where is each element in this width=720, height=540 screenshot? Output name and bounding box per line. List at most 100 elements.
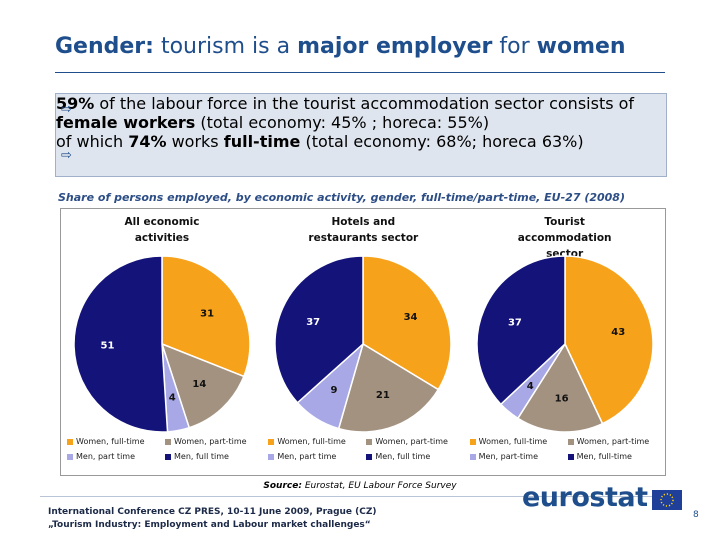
text-run: full-time bbox=[223, 132, 301, 151]
text-run: of which bbox=[56, 132, 129, 151]
text-run: female workers bbox=[56, 113, 196, 132]
text-run: for bbox=[492, 34, 537, 59]
legend-label: Men, full time bbox=[375, 452, 431, 461]
pie-chart: 43 16 4 37 bbox=[475, 255, 654, 433]
legend-entry: Men, part time bbox=[67, 452, 165, 461]
source-label: Source: bbox=[263, 481, 302, 491]
bullet-arrow: ⇨ bbox=[61, 148, 72, 163]
legend-label: Women, full-time bbox=[76, 437, 145, 446]
legend: Women, full-time Women, part-time Men, par… bbox=[268, 437, 464, 461]
text-run: women bbox=[536, 34, 626, 59]
chart-title: Hotels and restaurants sector bbox=[308, 216, 419, 244]
data-label: 14 bbox=[192, 379, 206, 390]
footer-rule bbox=[40, 496, 680, 497]
pie-chart: 31 14 4 51 bbox=[73, 255, 251, 433]
page-number: 8 bbox=[693, 510, 699, 520]
legend-label: Women, full-time bbox=[478, 437, 548, 446]
legend-swatch bbox=[165, 438, 171, 445]
legend-swatch bbox=[67, 453, 73, 460]
legend-swatch bbox=[165, 453, 171, 460]
title-rule bbox=[55, 72, 665, 73]
legend-swatch bbox=[567, 453, 574, 460]
legend-entry: Women, full-time bbox=[268, 437, 366, 446]
data-label: 4 bbox=[169, 393, 176, 404]
legend: Women, full-time Women, part-time Men, par… bbox=[67, 437, 263, 461]
data-label: 4 bbox=[526, 381, 533, 392]
pie-slice bbox=[475, 255, 566, 406]
data-label: 43 bbox=[611, 327, 625, 338]
pie-slice bbox=[274, 255, 365, 404]
legend-entry: Men, part-time bbox=[469, 452, 568, 461]
text-run: tourism is a bbox=[153, 34, 298, 59]
chart-panel: Tourist accommodation sector 43 16 4 37 Women… bbox=[464, 209, 665, 475]
legend-entry: Women, full-time bbox=[469, 437, 568, 446]
text-run: works bbox=[166, 132, 224, 151]
pie-slice bbox=[161, 255, 251, 378]
data-label: 37 bbox=[508, 317, 522, 328]
bullet: 59% of the labour force in the tourist a… bbox=[56, 94, 666, 132]
legend-swatch bbox=[268, 453, 275, 460]
bullet-arrow: ⇨ bbox=[61, 102, 72, 117]
source: Source: Eurostat, EU Labour Force Survey bbox=[0, 481, 720, 491]
legend-entry: Men, full time bbox=[366, 452, 464, 461]
pie-slice bbox=[73, 255, 169, 433]
text-run: (total economy: 68%; horeca 63%) bbox=[300, 132, 584, 151]
bullet-box: ⇨ ⇨ 59% of the labour force in the touri… bbox=[55, 93, 667, 177]
legend-label: Women, part-time bbox=[174, 437, 247, 446]
data-label: 37 bbox=[307, 317, 321, 328]
pie-slice bbox=[338, 342, 440, 433]
legend-entry: Women, part-time bbox=[366, 437, 464, 446]
data-label: 9 bbox=[331, 385, 338, 396]
pie-chart: 34 21 9 37 bbox=[274, 255, 453, 433]
legend-entry: Men, part time bbox=[268, 452, 366, 461]
legend-label: Women, full-time bbox=[277, 437, 346, 446]
text-run: 59% bbox=[56, 94, 95, 113]
text-run: (total economy: 45% ; horeca: 55%) bbox=[195, 113, 490, 132]
text-run: major employer bbox=[297, 34, 493, 59]
chart-panel: All economic activities 31 14 4 51 Women, ful… bbox=[61, 209, 262, 475]
data-label: 21 bbox=[376, 390, 390, 401]
legend-label: Men, full time bbox=[174, 452, 229, 461]
legend-label: Men, part-time bbox=[478, 452, 539, 461]
slide-title: Gender: tourism is a major employer for … bbox=[55, 34, 626, 59]
bullet: of which 74% works full-time (total econ… bbox=[56, 132, 666, 151]
data-label: 31 bbox=[200, 308, 214, 319]
legend-swatch bbox=[567, 438, 574, 445]
legend-swatch bbox=[366, 453, 373, 460]
pie-slice bbox=[516, 342, 604, 433]
chart-title: All economic activities bbox=[124, 216, 200, 244]
pie-slice bbox=[362, 255, 453, 391]
data-label: 51 bbox=[101, 341, 115, 352]
eu-flag bbox=[652, 490, 682, 510]
charts: All economic activities 31 14 4 51 Women, ful… bbox=[60, 208, 666, 476]
legend: Women, full-time Women, part-time Men, par… bbox=[469, 437, 666, 461]
text-run: 74% bbox=[128, 132, 167, 151]
legend-swatch bbox=[469, 453, 476, 460]
legend-entry: Men, full time bbox=[165, 452, 263, 461]
legend-entry: Women, full-time bbox=[67, 437, 165, 446]
pie-slice bbox=[563, 255, 654, 425]
data-label: 16 bbox=[554, 393, 568, 404]
text-run: of the labour force in the tourist accom… bbox=[94, 94, 635, 113]
legend-label: Men, part time bbox=[277, 452, 337, 461]
legend-label: Men, full-time bbox=[576, 452, 632, 461]
legend-swatch bbox=[469, 438, 476, 445]
legend-entry: Women, part-time bbox=[567, 437, 666, 446]
source-text: Eurostat, EU Labour Force Survey bbox=[304, 481, 457, 491]
legend-swatch bbox=[268, 438, 275, 445]
footer-text: International Conference CZ PRES, 10-11 … bbox=[48, 507, 377, 517]
legend-swatch bbox=[366, 438, 373, 445]
text-run: Gender: bbox=[55, 34, 154, 59]
legend-entry: Women, part-time bbox=[165, 437, 263, 446]
data-label: 34 bbox=[404, 312, 418, 323]
legend-swatch bbox=[67, 438, 73, 445]
legend-label: Women, part-time bbox=[375, 437, 448, 446]
chart-panel: Hotels and restaurants sector 34 21 9 37 Wome… bbox=[262, 209, 463, 475]
footer-text: „Tourism Industry: Employment and Labour… bbox=[48, 520, 371, 530]
logo: eurostat bbox=[522, 482, 648, 513]
legend-entry: Men, full-time bbox=[567, 452, 666, 461]
chart-caption: Share of persons employed, by economic a… bbox=[58, 191, 625, 204]
legend-label: Men, part time bbox=[76, 452, 136, 461]
legend-label: Women, part-time bbox=[576, 437, 650, 446]
